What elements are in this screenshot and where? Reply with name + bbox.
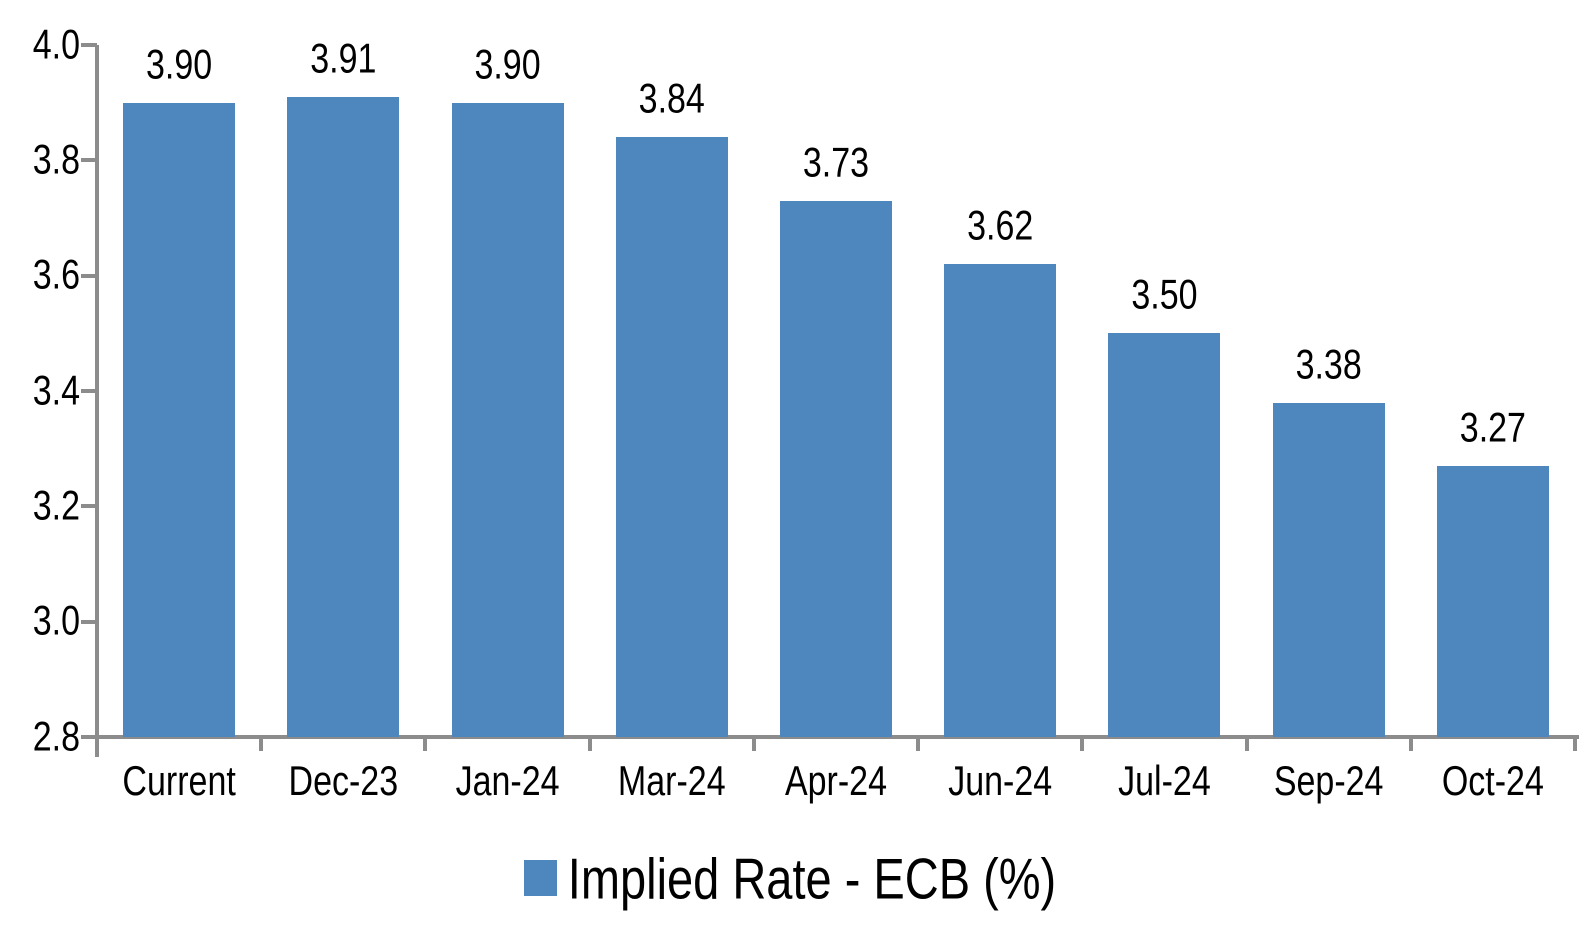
x-axis-tick bbox=[95, 735, 99, 751]
bar bbox=[123, 102, 236, 737]
y-axis-tick bbox=[81, 389, 97, 393]
bar-value-label: 3.73 bbox=[802, 139, 870, 187]
bar-group: 3.50 Jul-24 bbox=[1082, 45, 1246, 802]
y-axis-tick bbox=[81, 43, 97, 47]
bar-value-label: 3.38 bbox=[1295, 341, 1362, 388]
bar bbox=[287, 96, 400, 737]
x-tick-label: Dec-23 bbox=[288, 758, 399, 805]
bar-value-label: 3.90 bbox=[146, 41, 213, 89]
y-axis-tick bbox=[81, 273, 97, 278]
x-axis-tick bbox=[1244, 735, 1249, 751]
y-tick-label: 3.0 bbox=[32, 597, 80, 645]
bar bbox=[615, 137, 728, 737]
x-tick-label: Sep-24 bbox=[1273, 758, 1384, 805]
bar bbox=[779, 200, 892, 737]
legend: Implied Rate - ECB (%) bbox=[0, 842, 1580, 914]
bar-value-label: 3.62 bbox=[967, 203, 1034, 250]
bar-value-label: 3.50 bbox=[1131, 272, 1198, 319]
legend-label: Implied Rate - ECB (%) bbox=[567, 845, 1057, 911]
y-tick-label: 4.0 bbox=[32, 21, 80, 68]
x-axis-line bbox=[93, 735, 1579, 739]
bar-value-label: 3.91 bbox=[310, 35, 377, 83]
bar-group: 3.73 Apr-24 bbox=[754, 45, 918, 802]
bar bbox=[1108, 333, 1221, 737]
bar-group: 3.62 Jun-24 bbox=[918, 45, 1082, 802]
y-axis-tick bbox=[81, 619, 97, 624]
y-tick-label: 2.8 bbox=[32, 713, 80, 760]
y-axis-tick bbox=[81, 158, 97, 163]
bar-group: 3.90 Jan-24 bbox=[425, 41, 589, 802]
bar-group: 3.90 Current bbox=[97, 41, 261, 802]
bar bbox=[1272, 402, 1385, 737]
x-tick-label: Mar-24 bbox=[617, 758, 726, 805]
x-axis-tick bbox=[587, 735, 592, 751]
y-tick-label: 3.4 bbox=[32, 367, 80, 414]
bar bbox=[451, 102, 564, 737]
x-tick-label: Oct-24 bbox=[1441, 758, 1544, 805]
y-tick-label: 3.8 bbox=[32, 136, 80, 183]
x-axis-tick bbox=[259, 735, 264, 751]
x-axis-tick bbox=[1080, 735, 1085, 751]
bar bbox=[944, 264, 1057, 737]
x-axis-tick bbox=[1573, 735, 1577, 751]
x-tick-label: Current bbox=[122, 758, 236, 805]
x-tick-label: Jan-24 bbox=[455, 758, 560, 805]
bar-group: 3.38 Sep-24 bbox=[1247, 45, 1411, 802]
x-axis-tick bbox=[423, 735, 428, 751]
y-axis-tick bbox=[81, 735, 97, 739]
y-axis-line bbox=[95, 45, 99, 757]
legend-swatch-icon bbox=[523, 860, 557, 896]
x-tick-label: Jun-24 bbox=[948, 758, 1053, 805]
y-axis-tick bbox=[81, 504, 97, 509]
bar-group: 3.84 Mar-24 bbox=[590, 45, 754, 802]
x-tick-label: Apr-24 bbox=[784, 758, 888, 805]
bar-value-label: 3.27 bbox=[1459, 405, 1526, 452]
bar-value-label: 3.84 bbox=[638, 76, 705, 123]
y-tick-label: 3.2 bbox=[32, 482, 80, 529]
bar-group: 3.91 Dec-23 bbox=[261, 35, 425, 802]
plot-area: 3.90 Current 3.91 Dec-23 3.90 Jan-24 3.84 Mar-2… bbox=[81, 35, 1579, 802]
bar bbox=[1436, 465, 1549, 737]
x-axis-tick bbox=[751, 735, 756, 751]
bar-group: 3.27 Oct-24 bbox=[1411, 45, 1575, 802]
y-tick-label: 3.6 bbox=[32, 251, 80, 299]
x-axis-tick bbox=[916, 735, 921, 751]
x-axis-tick bbox=[1408, 735, 1413, 751]
bar-value-label: 3.90 bbox=[474, 41, 541, 89]
x-tick-label: Jul-24 bbox=[1118, 758, 1211, 805]
